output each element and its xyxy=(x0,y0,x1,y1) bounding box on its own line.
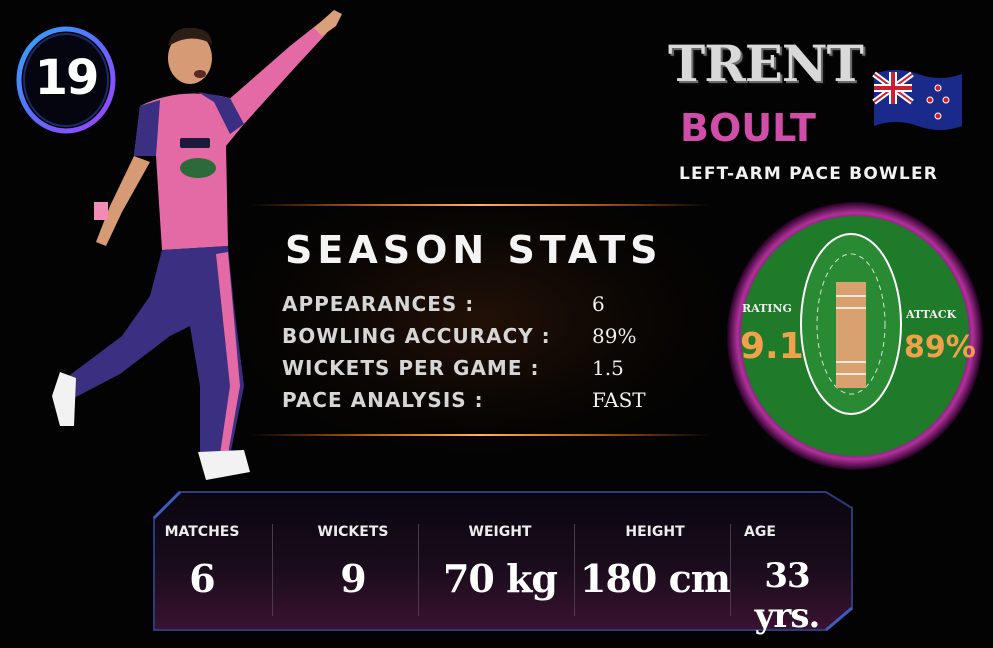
cell-value: 6 xyxy=(189,556,215,601)
cell-value: 9 xyxy=(340,556,366,601)
attack-value: 89% xyxy=(904,330,976,365)
new-zealand-flag-icon xyxy=(872,70,962,130)
stat-value: 89% xyxy=(592,324,637,348)
jersey-number: 19 xyxy=(34,50,100,106)
bottom-stat-matches: MATCHES 6 xyxy=(150,488,254,634)
divider xyxy=(272,524,273,616)
jersey-number-badge: 19 xyxy=(14,24,118,136)
cell-value: 33 yrs. xyxy=(754,556,821,636)
stat-value: FAST xyxy=(592,388,646,412)
cell-value: 70 kg xyxy=(442,556,558,601)
rating-label: RATING xyxy=(742,302,792,315)
rating-value: 9.1 xyxy=(740,326,804,367)
stat-label: WICKETS PER GAME : xyxy=(282,356,540,380)
cell-label: HEIGHT xyxy=(625,524,685,540)
stat-row-appearances: APPEARANCES : 6 xyxy=(282,292,722,322)
bottom-stat-weight: WEIGHT 70 kg xyxy=(430,488,570,634)
bottom-stat-height: HEIGHT 180 cm xyxy=(580,488,731,634)
stat-label: PACE ANALYSIS : xyxy=(282,388,484,412)
season-stats-panel: SEASON STATS APPEARANCES : 6 BOWLING ACC… xyxy=(240,188,720,450)
attack-label: ATTACK xyxy=(906,308,957,321)
stats-glow xyxy=(240,188,720,450)
bottom-stat-wickets: WICKETS 9 xyxy=(298,488,408,634)
stats-top-divider xyxy=(250,204,710,206)
stat-label: APPEARANCES : xyxy=(282,292,475,316)
bottom-stats-bar: MATCHES 6 WICKETS 9 WEIGHT 70 kg HEIGHT … xyxy=(150,488,856,636)
cell-value: 180 cm xyxy=(580,556,731,601)
cell-label: MATCHES xyxy=(164,524,240,540)
player-image xyxy=(52,10,342,480)
divider xyxy=(730,524,731,616)
bottom-stat-age: AGE 33 yrs. xyxy=(732,488,842,636)
bottom-bar-frame xyxy=(152,490,853,632)
player-first-name: TRENT xyxy=(668,34,864,93)
cell-label: WICKETS xyxy=(317,524,389,540)
stat-label: BOWLING ACCURACY : xyxy=(282,324,551,348)
stat-value: 1.5 xyxy=(592,356,624,380)
divider xyxy=(574,524,575,616)
stats-bottom-divider xyxy=(250,434,710,436)
season-stats-title: SEASON STATS xyxy=(285,228,663,272)
badge-ring-icon xyxy=(16,26,116,134)
stat-row-bowling-accuracy: BOWLING ACCURACY : 89% xyxy=(282,324,722,354)
player-role: LEFT-ARM PACE BOWLER xyxy=(679,164,939,184)
player-last-name: BOULT xyxy=(680,106,816,150)
cell-label: WEIGHT xyxy=(468,524,532,540)
stat-row-pace-analysis: PACE ANALYSIS : FAST xyxy=(282,388,722,418)
divider xyxy=(418,524,419,616)
stat-value: 6 xyxy=(592,292,605,316)
cell-label: AGE xyxy=(744,524,776,540)
cricket-pitch-icon xyxy=(727,202,983,470)
stat-row-wickets-per-game: WICKETS PER GAME : 1.5 xyxy=(282,356,722,386)
rating-circle: RATING 9.1 ATTACK 89% xyxy=(724,198,986,474)
